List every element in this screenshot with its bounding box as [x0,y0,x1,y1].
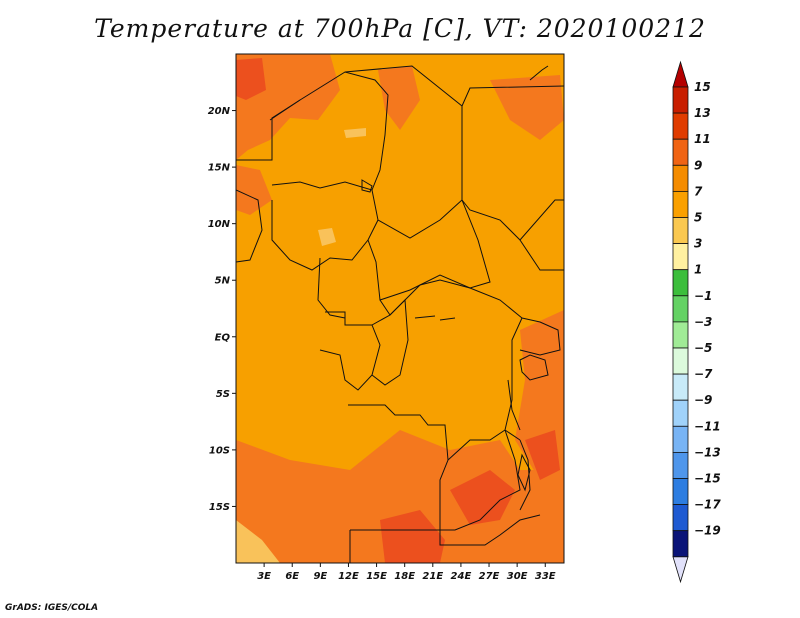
lat-tick-label: 15S [209,502,230,513]
colorbar-band [672,164,689,192]
colorbar-label: −11 [694,419,721,433]
colorbar-label: 5 [694,211,702,225]
lon-tick-label: 24E [451,571,472,582]
field-hot-region-sw [380,510,445,563]
border-lake-chad [361,179,373,193]
border-lake-malawi [517,453,531,492]
border-uganda [519,317,561,356]
field-warm-region-ne [490,75,564,140]
grads-credit: GrADS: IGES/COLA [5,603,99,613]
colorbar-band [672,425,689,453]
lon-tick-label: 21E [422,571,443,582]
colorbar-label: −7 [694,367,713,381]
lat-tick-label: 20N [208,106,231,117]
lon-tick-label: 15E [366,571,387,582]
colorbar-band [672,504,689,532]
latitude-tick-labels: 20N 15N 10N 5N EQ 5S 10S 15S [208,106,231,513]
colorbar-label: −19 [694,524,721,538]
colorbar-label: −3 [694,315,712,329]
colorbar-band [672,478,689,506]
lon-tick-label: 12E [338,571,359,582]
border-lake-tanganyika [507,379,521,431]
field-warm-region-west [236,165,272,215]
lat-tick-label: 10N [208,219,231,230]
lat-tick-label: 5N [215,276,231,287]
colorbar-band [672,399,689,427]
field-warm-region-north [378,66,420,130]
colorbar-label: 15 [694,80,711,94]
lon-tick-label: 27E [479,571,500,582]
colorbar-band [672,295,689,323]
colorbar-band [672,190,689,218]
colorbar-band [672,217,689,245]
colorbar-label: 7 [694,184,703,198]
colorbar-label: −9 [694,393,712,407]
colorbar-band [672,321,689,349]
border-cameroon [317,257,346,319]
field-hot-region-south [450,470,515,525]
field-cool-region-sw-corner [236,520,280,563]
border-west-coast [236,99,301,161]
lon-tick-label: 9E [313,571,327,582]
colorbar-bottom-arrow [672,556,689,584]
colorbar-label: 3 [694,237,702,251]
field-hot-region-east [525,430,560,480]
border-north [269,71,389,191]
lon-tick-label: 30E [507,571,528,582]
lon-tick-label: 6E [285,571,299,582]
colorbar-label: −1 [694,289,712,303]
country-borders [236,65,564,563]
border-gabon [319,311,381,391]
colorbar-top-arrow [672,60,689,88]
colorbar-band [672,243,689,271]
tick-marks [232,110,546,567]
lat-tick-label: EQ [215,332,231,343]
field-cool-region-north [344,128,366,138]
field-warm-region-south [236,430,564,563]
border-lake-victoria [519,354,549,381]
lat-tick-label: 15N [208,163,231,174]
border-chad [367,199,491,301]
lat-tick-label: 5S [216,389,230,400]
field-cool-region-west [318,228,336,246]
colorbar-label: −17 [694,498,721,512]
border-sudan [461,199,564,241]
colorbar-band [672,138,689,166]
lon-tick-label: 3E [257,571,271,582]
colorbar-band [672,86,689,114]
lat-tick-label: 10S [209,445,230,456]
field-hot-region-nw [236,58,266,100]
border-drc-east [504,317,523,441]
map-frame: 3E 6E 9E 12E 15E 18E 21E 24E 27E 30E 33E 20N 15N 10N… [208,53,565,582]
colorbar-label: −15 [694,472,721,486]
border-red-sea-coast [529,65,549,81]
colorbar-label: −5 [694,341,712,355]
colorbar-label: 13 [694,106,711,120]
border-congo-river [414,315,456,321]
colorbar-label: 9 [694,158,702,172]
border-north-central [344,65,463,200]
colorbar-band [672,373,689,401]
colorbar-band [672,530,689,558]
lon-tick-label: 33E [535,571,556,582]
temperature-field [236,54,564,563]
border-angola [348,404,449,531]
border-congo [371,298,409,386]
colorbar-label: 11 [694,132,711,146]
colorbar: 15 13 11 9 7 5 3 1 −1 −3 −5 −7 −9 −11 −13 −15 −17 −19 [672,60,721,584]
map-title: Temperature at 700hPa [C], VT: 202010021… [94,14,706,43]
colorbar-band [672,347,689,375]
lon-tick-label: 18E [394,571,415,582]
colorbar-label: −13 [694,445,721,459]
border-west-africa [236,189,263,263]
colorbar-band [672,112,689,140]
border-east [519,239,564,271]
colorbar-band [672,269,689,297]
colorbar-band [672,451,689,479]
longitude-tick-labels: 3E 6E 9E 12E 15E 18E 21E 24E 27E 30E 33E [257,571,556,582]
border-southwest [439,514,541,546]
border-north-east [461,85,564,107]
colorbar-label: 1 [694,263,702,277]
